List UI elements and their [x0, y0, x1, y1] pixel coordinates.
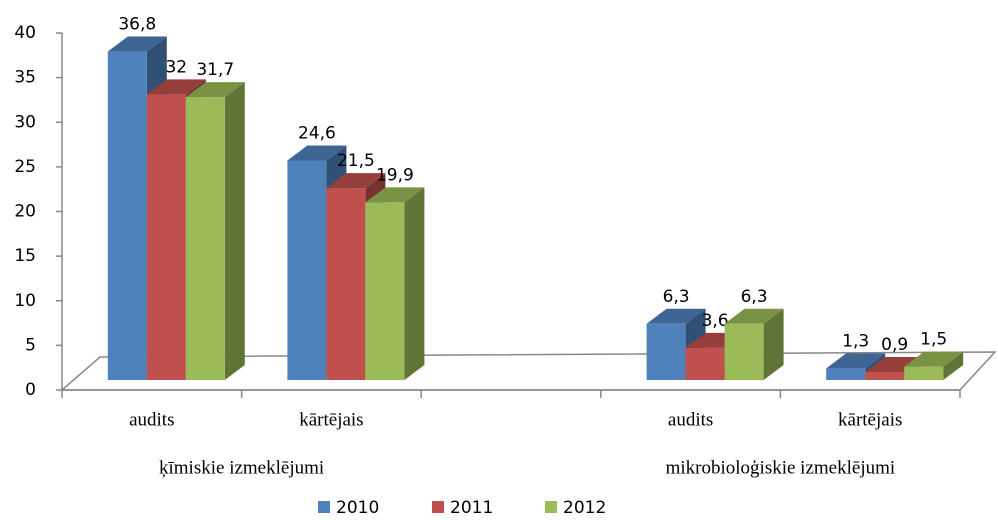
- bar-top: [646, 308, 706, 324]
- bar-top: [904, 351, 964, 367]
- bar-top: [326, 173, 386, 189]
- bar-front: [646, 323, 686, 380]
- value-label: 1,3: [842, 331, 869, 351]
- legend-label: 2012: [563, 498, 606, 518]
- y-tick-label: 20: [14, 202, 36, 222]
- value-label: 32: [165, 57, 187, 77]
- y-tick-label: 5: [25, 335, 36, 355]
- bar-top: [724, 308, 784, 324]
- bar-side: [224, 82, 245, 380]
- bar: [185, 82, 245, 380]
- bar-top: [826, 353, 886, 369]
- bar-front: [146, 94, 186, 381]
- value-label: 31,7: [196, 60, 234, 80]
- value-label: 19,9: [376, 165, 414, 185]
- y-tick-label: 10: [14, 291, 36, 311]
- bar-side: [943, 351, 964, 380]
- y-tick-label: 40: [14, 23, 36, 43]
- bar-top: [365, 187, 425, 203]
- bar-top: [146, 79, 206, 95]
- bar-top: [107, 36, 167, 52]
- value-label: 6,3: [663, 287, 690, 307]
- value-label: 0,9: [881, 335, 908, 355]
- bar-front: [365, 202, 405, 380]
- x-tick-label: kārtējais: [299, 409, 363, 430]
- bar-top: [185, 82, 245, 98]
- bar-front: [904, 366, 944, 380]
- bar: [724, 308, 784, 380]
- bar: [904, 351, 964, 380]
- bar-front: [685, 347, 725, 380]
- value-label: 6,3: [741, 287, 768, 307]
- bar-top: [865, 356, 925, 372]
- bar-side: [763, 308, 784, 380]
- value-label: 1,5: [920, 330, 947, 350]
- y-tick-label: 35: [14, 68, 36, 88]
- y-tick-label: 30: [14, 112, 36, 132]
- x-tick-label: audits: [129, 409, 174, 430]
- bar-front: [865, 371, 905, 380]
- legend-swatch: [545, 501, 557, 513]
- y-tick-label: 25: [14, 157, 36, 177]
- group-label: ķīmiskie izmeklējumi: [159, 457, 324, 478]
- bar-front: [287, 160, 327, 380]
- legend-swatch: [432, 501, 444, 513]
- bar-front: [826, 368, 866, 380]
- legend-label: 2010: [336, 498, 379, 518]
- group-label: mikrobioloģiskie izmeklējumi: [666, 457, 896, 478]
- y-tick-label: 15: [14, 246, 36, 266]
- value-label: 24,6: [298, 123, 336, 143]
- bar: [365, 187, 425, 380]
- bar-top: [287, 145, 347, 161]
- y-tick-label: 0: [25, 380, 36, 400]
- x-tick-label: audits: [668, 409, 713, 430]
- value-label: 3,6: [702, 311, 729, 331]
- bar-front: [185, 97, 225, 380]
- bar-front: [724, 323, 764, 380]
- legend-swatch: [318, 501, 330, 513]
- value-label: 21,5: [337, 151, 375, 171]
- value-label: 36,8: [118, 15, 156, 35]
- bar-front: [326, 188, 366, 380]
- bar-side: [404, 187, 425, 380]
- legend-label: 2011: [450, 498, 493, 518]
- x-tick-label: kārtējais: [838, 409, 902, 430]
- bar-front: [107, 51, 147, 381]
